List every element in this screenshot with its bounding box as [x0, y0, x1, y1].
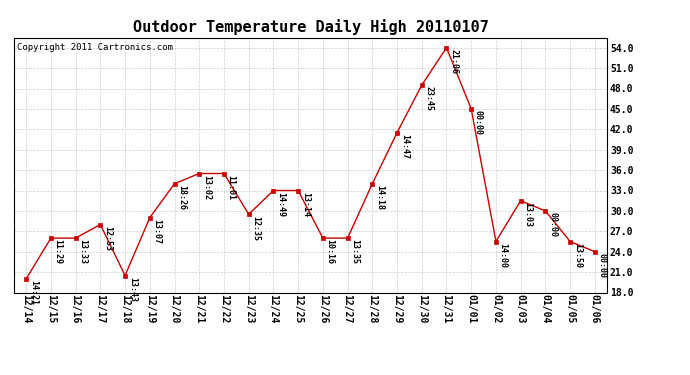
Text: 13:02: 13:02 [202, 175, 211, 200]
Text: 11:01: 11:01 [227, 175, 236, 200]
Text: 00:00: 00:00 [474, 110, 483, 135]
Title: Outdoor Temperature Daily High 20110107: Outdoor Temperature Daily High 20110107 [132, 19, 489, 35]
Text: 14:18: 14:18 [375, 185, 384, 210]
Text: 11:29: 11:29 [54, 240, 63, 264]
Text: 10:16: 10:16 [326, 240, 335, 264]
Text: 21:06: 21:06 [449, 49, 458, 74]
Text: 13:14: 13:14 [301, 192, 310, 217]
Text: 23:45: 23:45 [424, 87, 433, 111]
Text: 00:00: 00:00 [598, 253, 607, 278]
Text: 00:00: 00:00 [548, 212, 557, 237]
Text: 13:43: 13:43 [128, 277, 137, 302]
Text: 13:07: 13:07 [152, 219, 161, 244]
Text: 14:49: 14:49 [276, 192, 285, 217]
Text: 14:00: 14:00 [499, 243, 508, 268]
Text: 12:53: 12:53 [103, 226, 112, 251]
Text: 13:35: 13:35 [351, 240, 359, 264]
Text: 13:03: 13:03 [524, 202, 533, 227]
Text: 12:35: 12:35 [251, 216, 260, 241]
Text: Copyright 2011 Cartronics.com: Copyright 2011 Cartronics.com [17, 43, 172, 52]
Text: 13:50: 13:50 [573, 243, 582, 268]
Text: 14:21: 14:21 [29, 280, 38, 305]
Text: 18:26: 18:26 [177, 185, 186, 210]
Text: 13:33: 13:33 [79, 240, 88, 264]
Text: 14:47: 14:47 [400, 134, 408, 159]
